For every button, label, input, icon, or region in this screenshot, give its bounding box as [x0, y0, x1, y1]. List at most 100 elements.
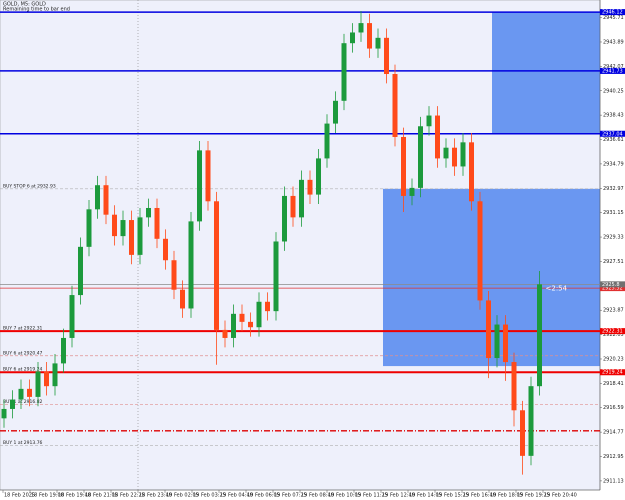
candle-body — [409, 187, 415, 196]
chart-subtitle: Remaining time to bar end — [3, 7, 70, 13]
y-tick-label: 2920.23 — [603, 356, 624, 362]
candle-body — [469, 142, 474, 202]
candle-body — [163, 238, 168, 261]
x-tick-label: 19 Feb 04:40 — [220, 493, 253, 499]
level-price-label: 2946.12 — [602, 10, 623, 16]
candle-body — [324, 123, 330, 159]
level-price-box — [600, 285, 625, 292]
candle-body — [231, 313, 236, 338]
x-tick-label: 19 Feb 19:25 — [517, 493, 550, 499]
candle-body — [1, 408, 7, 419]
y-tick-label: 2911.13 — [603, 478, 624, 484]
candle-body — [86, 209, 92, 247]
candle-body — [265, 301, 270, 312]
candle-body — [197, 150, 202, 222]
x-tick-label: 18 Feb 23:40 — [139, 493, 172, 499]
candle-body — [112, 214, 117, 237]
x-tick-label: 18 Feb 19:40 — [58, 493, 91, 499]
level-price-box — [600, 369, 625, 376]
candle-body — [103, 185, 109, 215]
candle-body — [146, 207, 151, 218]
candle-body — [120, 220, 126, 237]
candle-body — [222, 329, 228, 338]
candle-body — [341, 43, 347, 101]
candle-body — [537, 284, 542, 387]
candle-body — [392, 74, 398, 137]
candle-body — [44, 371, 49, 387]
candle-body — [129, 220, 134, 255]
x-tick-label: 19 Feb 18:05 — [490, 493, 523, 499]
y-tick-label: 2916.59 — [603, 405, 624, 411]
candle-body — [384, 37, 389, 75]
x-tick-label: 18 Feb 21:05 — [85, 493, 118, 499]
level-label: BUY 6 at 2920.47 — [3, 350, 43, 356]
candle-body — [78, 246, 83, 296]
candle-body — [486, 300, 491, 359]
candle-body — [299, 179, 304, 218]
candle-body — [418, 126, 423, 188]
candle-body — [494, 324, 500, 359]
y-tick-label: 2922.05 — [603, 332, 624, 338]
x-tick-label: 18 Feb 22:25 — [112, 493, 145, 499]
candle-body — [460, 142, 466, 167]
candle-body — [61, 337, 66, 364]
level-price-label: 2937.04 — [602, 131, 623, 137]
candle-body — [307, 179, 313, 195]
candle-body — [10, 399, 15, 409]
x-tick-label: 19 Feb 07:25 — [274, 493, 307, 499]
candle-body — [154, 207, 160, 239]
candle-body — [256, 301, 262, 328]
y-tick-label: 2912.95 — [603, 454, 624, 460]
candle-body — [401, 136, 406, 196]
level-price-label: 2922.31 — [602, 329, 623, 335]
x-tick-label: 19 Feb 10:05 — [328, 493, 361, 499]
x-tick-label: 19 Feb 06:05 — [247, 493, 280, 499]
candle-body — [316, 158, 321, 195]
y-tick-label: 2936.61 — [603, 137, 624, 143]
candle-body — [443, 147, 449, 159]
y-tick-label: 2927.51 — [603, 259, 624, 265]
level-label: BUY 7 at 2922.31 — [3, 326, 43, 332]
candle-body — [350, 32, 355, 44]
candle-body — [205, 150, 211, 202]
y-tick-label: 2934.79 — [603, 161, 624, 167]
x-tick-label: 19 Feb 03:25 — [193, 493, 226, 499]
level-price-box — [600, 130, 625, 137]
x-tick-label: 19 Feb 14:05 — [409, 493, 442, 499]
candle-body — [503, 324, 508, 363]
y-tick-label: 2945.71 — [603, 15, 624, 21]
level-price-box — [600, 67, 625, 74]
candle-body — [290, 195, 296, 218]
zone — [492, 12, 600, 134]
x-tick-label: 19 Feb 12:40 — [382, 493, 415, 499]
x-tick-label: 18 Feb 19:00 — [31, 493, 64, 499]
y-tick-label: 2943.89 — [603, 39, 624, 45]
level-price-label: 2919.24 — [602, 370, 623, 376]
y-tick-label: 2942.07 — [603, 64, 624, 70]
candle-body — [18, 388, 24, 400]
price-label: 2925.8 — [602, 282, 620, 288]
level-price-box — [600, 328, 625, 335]
level-label: BUY STOP 6 at 2932.93 — [3, 183, 56, 189]
level-label: BUY 6 at 2919.24 — [3, 367, 43, 373]
y-tick-label: 2931.15 — [603, 210, 624, 216]
y-tick-label: 2932.97 — [603, 186, 624, 192]
y-tick-label: 2923.87 — [603, 308, 624, 314]
candle-body — [511, 362, 517, 411]
candle-body — [69, 295, 75, 338]
y-tick-label: 2940.25 — [603, 88, 624, 94]
candle-body — [282, 195, 287, 242]
level-label: BUY 1 at 2913.76 — [3, 440, 43, 446]
candle-body — [239, 313, 245, 322]
candle-body — [333, 100, 338, 124]
price-box — [600, 281, 625, 288]
candle-body — [180, 289, 185, 309]
x-tick-label: 19 Feb 08:40 — [301, 493, 334, 499]
x-tick-label: 19 Feb 16:40 — [463, 493, 496, 499]
candle-body — [52, 363, 58, 387]
level-price-label: 2941.73 — [602, 68, 623, 74]
x-tick-label: 19 Feb 20:40 — [544, 493, 577, 499]
candle-body — [27, 388, 32, 397]
candle-body — [435, 115, 440, 159]
